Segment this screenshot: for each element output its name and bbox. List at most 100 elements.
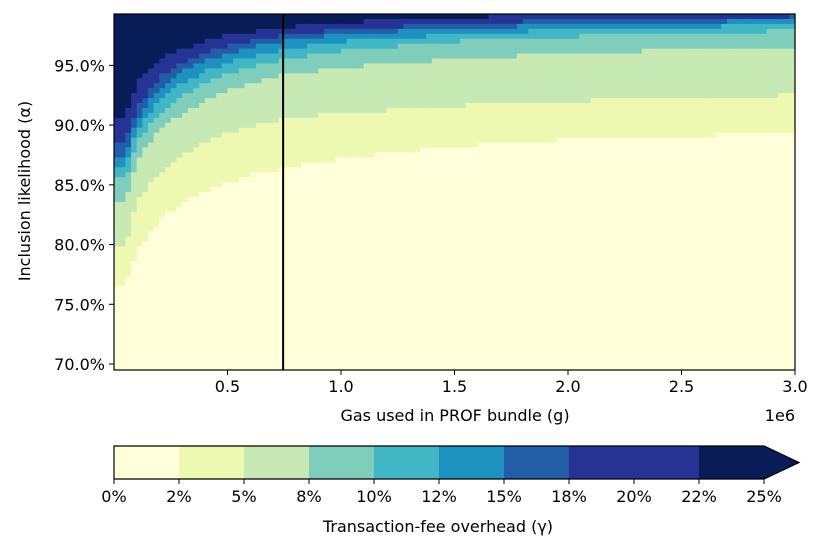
heatmap-cell — [477, 350, 484, 356]
heatmap-cell — [499, 147, 507, 154]
heatmap-cell — [199, 38, 206, 45]
heatmap-cell — [318, 48, 325, 55]
heatmap-cell — [182, 73, 189, 79]
heatmap-cell — [119, 360, 126, 366]
heatmap-cell — [289, 157, 297, 163]
heatmap-cell — [136, 345, 143, 351]
heatmap-cell — [193, 14, 200, 20]
heatmap-cell — [482, 147, 490, 154]
heatmap-cell — [431, 172, 439, 178]
heatmap-cell — [341, 281, 348, 287]
heatmap-cell — [136, 83, 143, 89]
heatmap-cell — [199, 251, 206, 257]
heatmap-cell — [460, 147, 467, 154]
heatmap-cell — [289, 355, 297, 361]
heatmap-cell — [238, 216, 246, 223]
heatmap-cell — [448, 330, 456, 336]
heatmap-cell — [295, 310, 302, 317]
heatmap-cell — [358, 360, 365, 366]
heatmap-cell — [414, 246, 422, 252]
heatmap-cell — [261, 355, 268, 361]
heatmap-cell — [227, 206, 234, 213]
heatmap-cell — [221, 132, 229, 139]
heatmap-cell — [471, 23, 478, 30]
heatmap-cell — [272, 53, 280, 60]
heatmap-cell — [448, 73, 456, 79]
heatmap-cell — [397, 122, 405, 129]
heatmap-cell — [471, 295, 478, 302]
heatmap-cell — [358, 53, 365, 60]
heatmap-cell — [494, 231, 501, 238]
heatmap-cell — [437, 281, 444, 287]
heatmap-cell — [119, 221, 126, 228]
heatmap-cell — [221, 355, 229, 361]
heatmap-cell — [193, 167, 200, 173]
heatmap-cell — [165, 53, 172, 60]
heatmap-cell — [454, 132, 461, 139]
heatmap-cell — [414, 201, 422, 208]
heatmap-cell — [278, 73, 285, 79]
heatmap-cell — [477, 305, 484, 312]
heatmap-cell — [369, 201, 376, 208]
heatmap-cell — [443, 142, 450, 149]
heatmap-cell — [193, 310, 200, 317]
heatmap-cell — [227, 266, 234, 272]
heatmap-cell — [250, 290, 257, 297]
heatmap-cell — [216, 28, 223, 35]
heatmap-cell — [114, 246, 121, 252]
heatmap-cell — [454, 88, 461, 94]
heatmap-cell — [482, 107, 490, 114]
heatmap-cell — [142, 78, 149, 84]
heatmap-cell — [499, 23, 507, 30]
heatmap-cell — [471, 355, 478, 361]
heatmap-cell — [431, 142, 439, 149]
heatmap-cell — [414, 325, 422, 332]
heatmap-cell — [170, 23, 178, 30]
heatmap-cell — [477, 147, 484, 154]
heatmap-cell — [488, 127, 495, 134]
heatmap-cell — [227, 53, 234, 60]
heatmap-cell — [403, 33, 410, 40]
heatmap-cell — [193, 360, 200, 366]
heatmap-cell — [210, 162, 217, 168]
heatmap-cell — [165, 335, 172, 341]
heatmap-cell — [114, 355, 121, 361]
heatmap-cell — [352, 93, 359, 99]
heatmap-cell — [153, 167, 160, 173]
heatmap-cell — [312, 226, 319, 233]
heatmap-cell — [358, 147, 365, 154]
heatmap-cell — [272, 221, 280, 228]
heatmap-cell — [295, 355, 302, 361]
heatmap-cell — [182, 241, 189, 247]
heatmap-cell — [267, 58, 274, 65]
heatmap-cell — [204, 211, 212, 218]
heatmap-cell — [136, 23, 143, 30]
heatmap-cell — [142, 320, 149, 327]
heatmap-cell — [494, 117, 501, 124]
heatmap-cell — [420, 335, 427, 341]
heatmap-cell — [233, 192, 240, 198]
heatmap-cell — [272, 251, 280, 257]
heatmap-cell — [341, 211, 348, 218]
heatmap-cell — [380, 167, 387, 173]
heatmap-cell — [323, 340, 331, 346]
heatmap-cell — [494, 43, 501, 50]
heatmap-cell — [358, 33, 365, 40]
heatmap-cell — [295, 261, 302, 267]
heatmap-cell — [210, 68, 217, 74]
heatmap-cell — [471, 300, 478, 307]
heatmap-cell — [289, 325, 297, 332]
heatmap-cell — [193, 192, 200, 198]
heatmap-cell — [255, 231, 263, 238]
heatmap-cell — [426, 226, 433, 233]
heatmap-cell — [142, 48, 149, 55]
heatmap-cell — [392, 177, 399, 183]
heatmap-cell — [403, 335, 410, 341]
heatmap-cell — [431, 251, 439, 257]
heatmap-cell — [284, 350, 291, 356]
heatmap-cell — [170, 231, 178, 238]
heatmap-cell — [363, 246, 370, 252]
heatmap-cell — [148, 177, 155, 183]
heatmap-cell — [358, 103, 365, 109]
heatmap-cell — [142, 23, 149, 30]
